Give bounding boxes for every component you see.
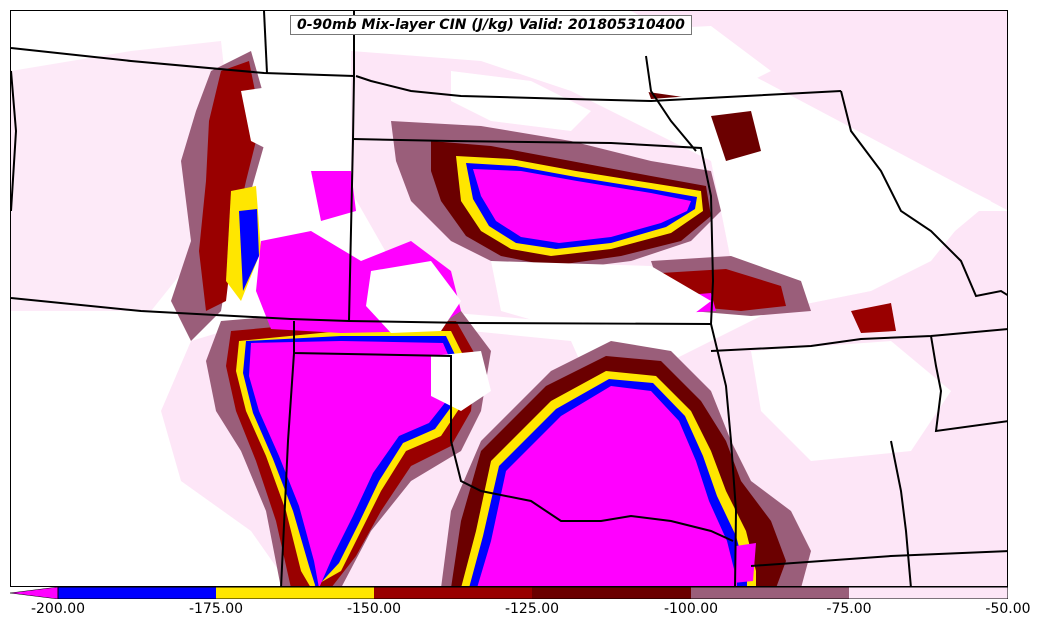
colorbar-bin-200-175 (58, 587, 216, 599)
colorbar-tick-label: -100.00 (663, 601, 719, 617)
colorbar-tick-label: -50.00 (985, 601, 1031, 617)
colorbar (10, 587, 1008, 599)
map-title: 0-90mb Mix-layer CIN (J/kg) Valid: 20180… (290, 15, 692, 35)
cin-field-magenta (249, 169, 756, 586)
colorbar-bin-175-150 (216, 587, 374, 599)
colorbar-tick-label: -175.00 (188, 601, 244, 617)
cin-field-white-patches (241, 26, 991, 461)
colorbar-bin-100-75 (691, 587, 849, 599)
colorbar-tick-label: -200.00 (30, 601, 86, 617)
colorbar-bin-75-50 (849, 587, 1008, 599)
colorbar-bin-125-100 (532, 587, 691, 599)
colorbar-outline (57, 587, 1008, 599)
colorbar-extend-arrow (10, 587, 59, 599)
colorbar-bin-150-125 (374, 587, 532, 599)
map-canvas (11, 11, 1007, 586)
colorbar-tick-label: -125.00 (504, 601, 560, 617)
state-borders (11, 11, 1007, 586)
colorbar-tick-label: -150.00 (346, 601, 402, 617)
map-frame (10, 10, 1008, 587)
colorbar-tick-label: -75.00 (826, 601, 872, 617)
